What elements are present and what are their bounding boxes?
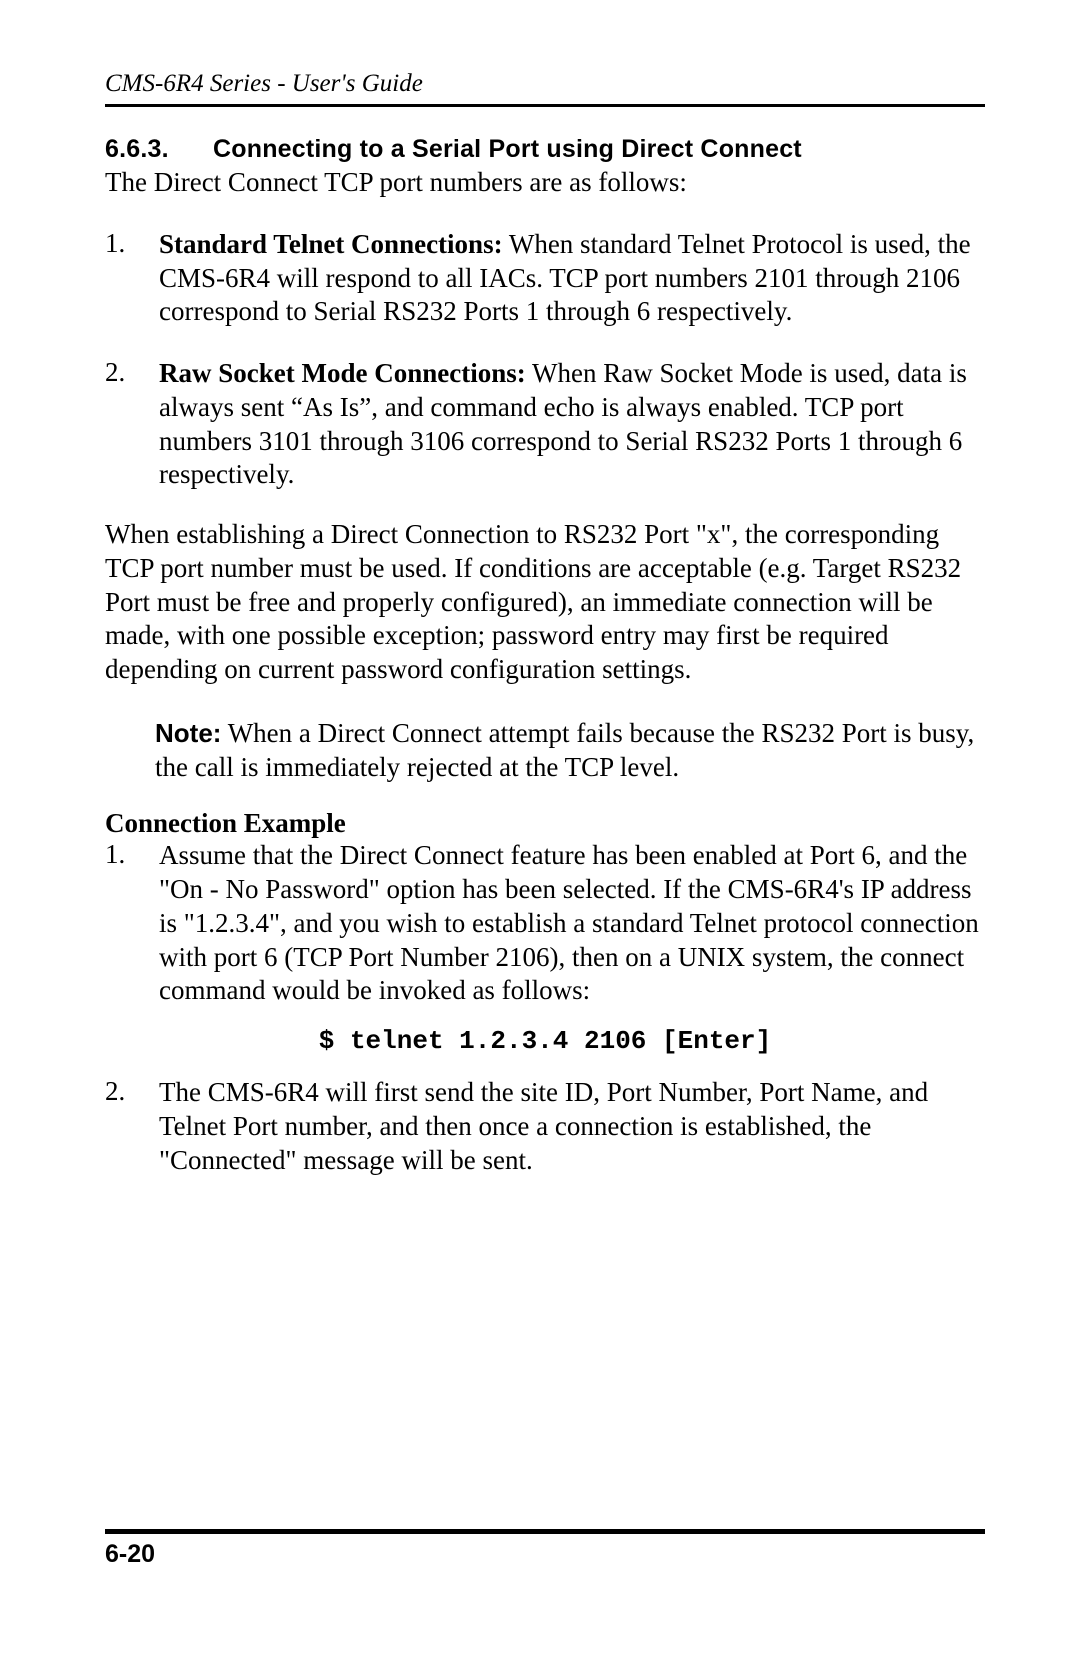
list-item: 1. Assume that the Direct Connect featur… [105,839,985,1008]
example-heading: Connection Example [105,808,985,839]
running-header: CMS-6R4 Series - User's Guide [105,70,985,98]
list-item: 2. The CMS-6R4 will first send the site … [105,1076,985,1177]
list-marker: 2. [105,1076,159,1177]
list-body: The CMS-6R4 will first send the site ID,… [159,1076,985,1177]
list-body: Raw Socket Mode Connections: When Raw So… [159,357,985,492]
list-body: Standard Telnet Connections: When standa… [159,228,985,329]
example-list-continued: 2. The CMS-6R4 will first send the site … [105,1076,985,1177]
list-marker: 1. [105,839,159,1008]
paragraph: When establishing a Direct Connection to… [105,518,985,687]
list-marker: 1. [105,228,159,329]
section-heading: 6.6.3. Connecting to a Serial Port using… [105,135,985,164]
section-intro: The Direct Connect TCP port numbers are … [105,166,985,200]
page-footer: 6-20 [105,1529,985,1569]
note-text: When a Direct Connect attempt fails beca… [155,718,974,782]
header-rule [105,104,985,107]
list-item: 1. Standard Telnet Connections: When sta… [105,228,985,329]
note-block: Note: When a Direct Connect attempt fail… [155,717,975,785]
numbered-list: 1. Standard Telnet Connections: When sta… [105,228,985,492]
page-number: 6-20 [105,1540,985,1569]
note-label: Note: [155,718,221,748]
footer-rule [105,1529,985,1534]
section-title: Connecting to a Serial Port using Direct… [213,135,802,164]
list-item: 2. Raw Socket Mode Connections: When Raw… [105,357,985,492]
list-lead: Standard Telnet Connections: [159,229,503,259]
section-number: 6.6.3. [105,135,213,164]
example-list: 1. Assume that the Direct Connect featur… [105,839,985,1008]
list-body: Assume that the Direct Connect feature h… [159,839,985,1008]
list-lead: Raw Socket Mode Connections: [159,358,526,388]
code-line: $ telnet 1.2.3.4 2106 [Enter] [105,1026,985,1056]
document-page: CMS-6R4 Series - User's Guide 6.6.3. Con… [0,0,1080,1669]
list-marker: 2. [105,357,159,492]
